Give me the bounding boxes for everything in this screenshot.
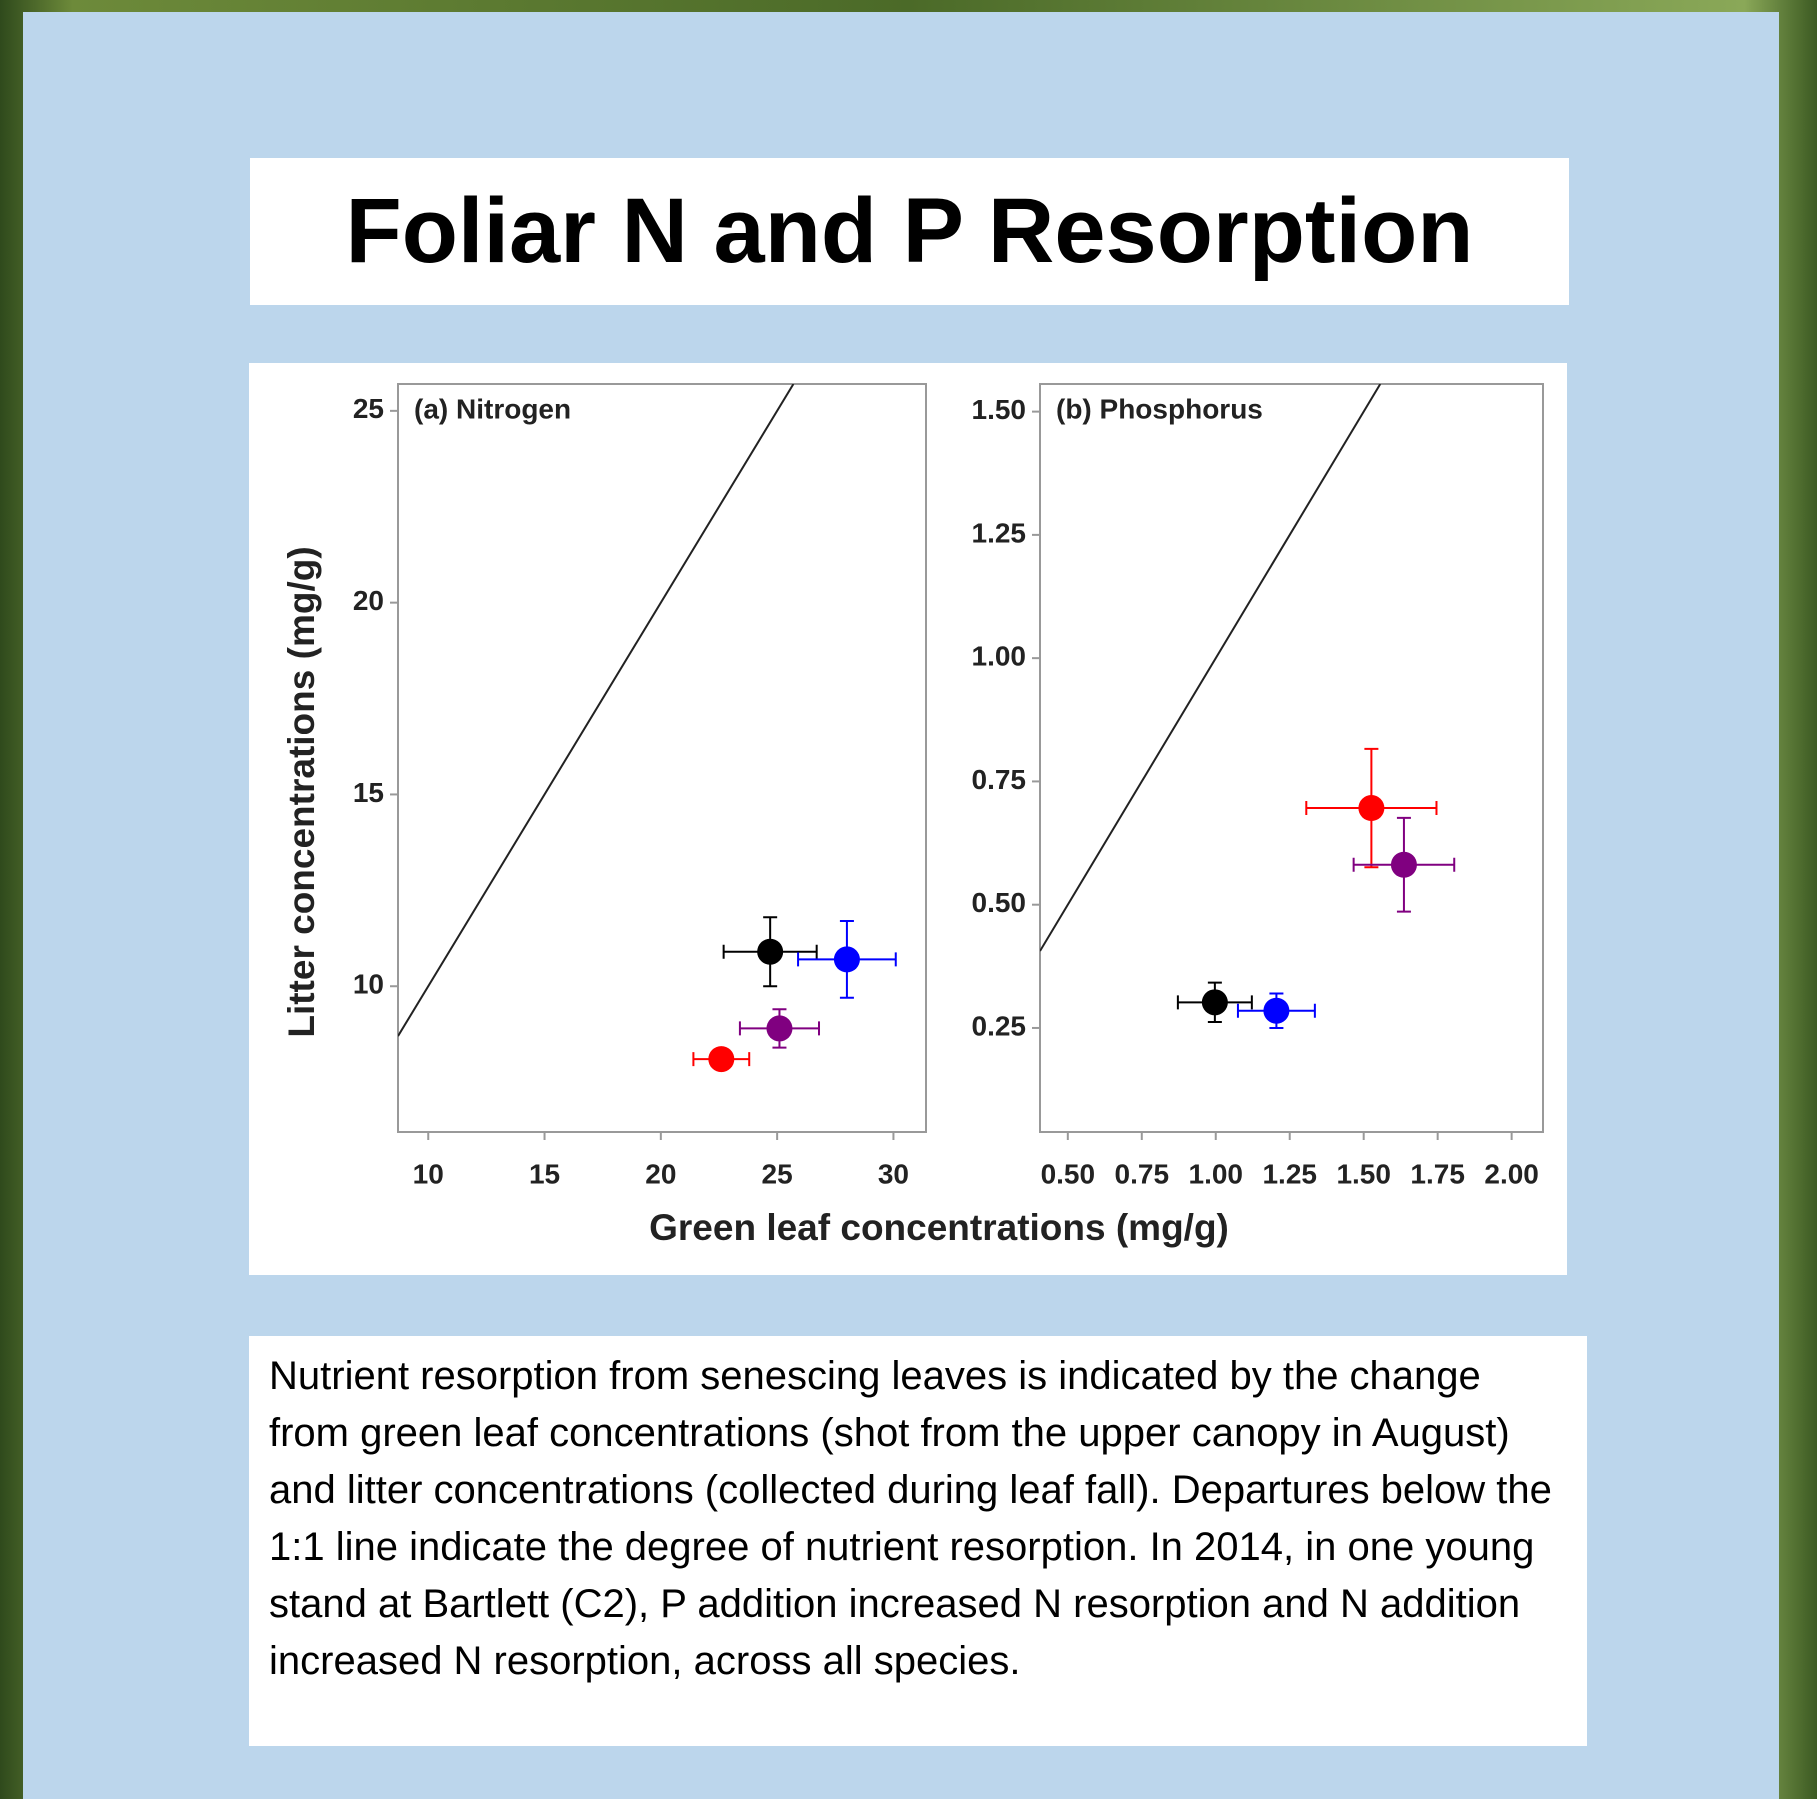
- x-tick-label: 1.25: [1262, 1158, 1317, 1189]
- y-tick-label: 0.25: [972, 1010, 1027, 1041]
- x-axis-label: Green leaf concentrations (mg/g): [649, 1207, 1229, 1248]
- page-title: Foliar N and P Resorption: [250, 158, 1569, 305]
- y-tick-label: 1.50: [972, 394, 1027, 425]
- caption: Nutrient resorption from senescing leave…: [249, 1336, 1587, 1746]
- point: [766, 1015, 792, 1041]
- x-tick-label: 15: [529, 1158, 560, 1189]
- point: [1202, 989, 1228, 1015]
- x-tick-label: 25: [762, 1158, 793, 1189]
- x-tick-label: 0.50: [1041, 1158, 1096, 1189]
- point: [1391, 852, 1417, 878]
- panel-title: (b) Phosphorus: [1056, 393, 1263, 424]
- point: [834, 946, 860, 972]
- y-tick-label: 0.50: [972, 887, 1027, 918]
- x-tick-label: 2.00: [1484, 1158, 1539, 1189]
- point: [757, 939, 783, 965]
- x-tick-label: 10: [413, 1158, 444, 1189]
- y-tick-label: 1.25: [972, 517, 1027, 548]
- point: [1263, 998, 1289, 1024]
- y-tick-label: 0.75: [972, 764, 1027, 795]
- x-tick-label: 20: [645, 1158, 676, 1189]
- page: Foliar N and P Resorption Green leaf con…: [0, 0, 1817, 1799]
- y-tick-label: 10: [353, 969, 384, 1000]
- x-tick-label: 1.00: [1189, 1158, 1244, 1189]
- x-tick-label: 1.75: [1410, 1158, 1465, 1189]
- plot-frame: [1040, 384, 1543, 1132]
- chart: Green leaf concentrations (mg/g) Litter …: [249, 363, 1567, 1275]
- x-tick-label: 1.50: [1336, 1158, 1391, 1189]
- y-tick-label: 20: [353, 585, 384, 616]
- y-tick-label: 1.00: [972, 641, 1027, 672]
- y-tick-label: 15: [353, 777, 384, 808]
- x-tick-label: 0.75: [1115, 1158, 1170, 1189]
- one-to-one-line: [1040, 384, 1380, 951]
- one-to-one-line: [398, 384, 793, 1036]
- x-tick-label: 30: [878, 1158, 909, 1189]
- panel-title: (a) Nitrogen: [414, 393, 571, 424]
- y-tick-label: 25: [353, 393, 384, 424]
- point: [1358, 795, 1384, 821]
- plot-frame: [398, 384, 926, 1132]
- y-axis-label: Litter concentrations (mg/g): [281, 546, 322, 1037]
- point: [708, 1046, 734, 1072]
